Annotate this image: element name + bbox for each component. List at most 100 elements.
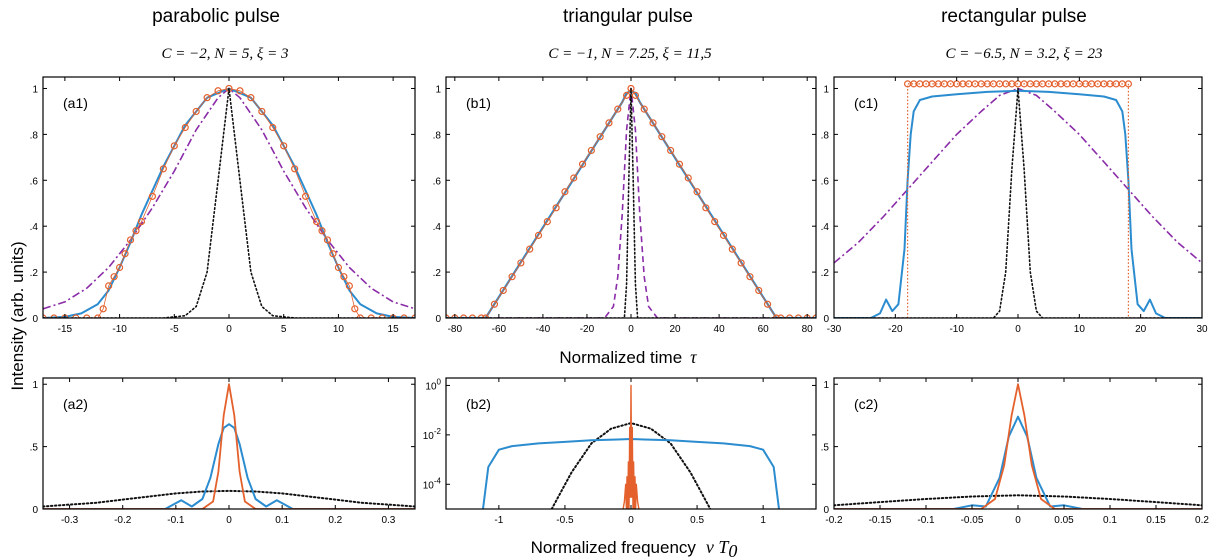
series-line-a1-2 xyxy=(43,88,415,318)
x-tick-label-b1-0: -80 xyxy=(448,324,463,335)
x-tick-label-c1-1: -20 xyxy=(888,324,903,335)
series-line-c2-0 xyxy=(834,494,1202,507)
data-point-b1-2-42 xyxy=(794,314,802,318)
data-point-b1-2-16 xyxy=(578,160,587,168)
data-point-a1-2-11 xyxy=(126,236,135,244)
y-tick-label-c1-1: .2 xyxy=(821,268,830,279)
series-line-b1-1 xyxy=(446,89,816,318)
data-point-b1-2-8 xyxy=(508,273,516,281)
series-line-a1-3 xyxy=(43,87,415,318)
data-point-b1-2-32 xyxy=(711,218,719,226)
y-tick-label-a1-2: .4 xyxy=(30,222,39,233)
x-tick-label-b2-1: -0.5 xyxy=(556,515,574,526)
panel-label-b1: (b1) xyxy=(466,95,491,111)
x-tick-label-c1-6: 30 xyxy=(1196,324,1208,335)
data-point-b1-2-38 xyxy=(763,300,772,308)
x-tick-label-b1-5: 20 xyxy=(669,324,681,335)
x-tick-label-a2-3: 0 xyxy=(226,515,232,526)
panel-label-b2: (b2) xyxy=(466,396,491,412)
plot-frame-c1 xyxy=(833,76,1203,319)
y-tick-label-c2-1: .5 xyxy=(821,443,830,454)
data-point-b1-2-6 xyxy=(490,300,499,308)
y-tick-label-b1-5: 1 xyxy=(435,84,441,95)
data-point-a1-2-5 xyxy=(94,314,102,318)
data-point-a1-2-24 xyxy=(258,107,266,116)
panel-label-c1: (c1) xyxy=(854,95,878,111)
data-point-a1-2-29 xyxy=(312,218,321,226)
data-point-b1-2-41 xyxy=(785,314,794,318)
series-line-c2-2 xyxy=(834,383,1202,509)
x-tick-label-c2-2: -0.1 xyxy=(917,515,935,526)
data-point-a1-2-7 xyxy=(105,282,113,290)
data-point-b1-2-36 xyxy=(746,273,754,281)
column-title-triangular: triangular pulse xyxy=(563,6,693,27)
y-tick-label-a1-3: .6 xyxy=(30,176,39,187)
data-point-b1-2-5 xyxy=(482,314,490,318)
data-point-b1-2-9 xyxy=(517,259,525,267)
data-point-c1-2-43 xyxy=(1124,80,1133,88)
x-tick-label-c2-3: -0.05 xyxy=(961,515,984,526)
data-point-b1-2-30 xyxy=(693,188,701,196)
series-group-c2 xyxy=(834,383,1202,509)
data-point-b1-2-12 xyxy=(543,218,551,226)
data-point-b1-2-26 xyxy=(658,133,666,141)
x-tick-label-a2-5: 0.2 xyxy=(328,515,342,526)
column-params-rectangular: C = −6.5, N = 3.2, ξ = 23 xyxy=(946,46,1103,62)
x-tick-label-a1-3: 0 xyxy=(226,324,232,335)
series-line-a2-0 xyxy=(43,489,415,508)
data-point-a1-2-19 xyxy=(203,94,211,102)
time-axis-label-text: Normalized time xyxy=(559,348,682,367)
series-line-b1-0 xyxy=(446,87,816,318)
y-tick-label-c1-4: .8 xyxy=(821,130,830,141)
x-tick-label-c1-4: 10 xyxy=(1074,324,1086,335)
y-tick-label-a1-4: .8 xyxy=(30,130,39,141)
data-point-a1-2-20 xyxy=(214,87,222,95)
x-tick-label-c2-4: 0 xyxy=(1015,515,1021,526)
data-point-a1-2-23 xyxy=(247,94,255,102)
series-group-b1 xyxy=(446,84,816,318)
x-tick-label-a1-5: 10 xyxy=(333,324,345,335)
x-tick-label-a1-4: 5 xyxy=(281,324,287,335)
y-tick-label-a1-1: .2 xyxy=(30,268,39,279)
plot-frame-a1 xyxy=(42,76,416,319)
panel-label-a2: (a2) xyxy=(63,396,88,412)
data-point-b1-2-20 xyxy=(614,105,622,113)
series-line-c1-2 xyxy=(834,83,1202,318)
column-title-rectangular: rectangular pulse xyxy=(941,6,1087,27)
plot-frame-c2 xyxy=(833,377,1203,510)
frequency-axis-symbol: ν T xyxy=(706,537,730,557)
data-point-b1-2-23 xyxy=(631,91,640,99)
y-tick-label-c1-3: .6 xyxy=(821,176,830,187)
x-tick-label-a2-4: 0.1 xyxy=(275,515,289,526)
frequency-axis-symbol-sub: 0 xyxy=(728,541,737,560)
data-point-a1-2-36 xyxy=(351,305,359,313)
y-tick-label-a1-0: 0 xyxy=(32,314,38,325)
x-tick-label-b1-3: -20 xyxy=(580,324,595,335)
x-tick-label-c1-3: 0 xyxy=(1015,324,1021,335)
data-point-a1-2-15 xyxy=(159,165,167,173)
data-point-b1-2-28 xyxy=(675,160,684,168)
column-params-triangular: C = −1, N = 7.25, ξ = 11,5 xyxy=(548,46,712,62)
data-point-b1-2-13 xyxy=(552,204,560,212)
data-point-b1-2-4 xyxy=(477,314,485,318)
series-line-a1-0 xyxy=(43,87,415,310)
panel-a2: -0.3 -0.2 -0.1 0 0.1 0.2 0.3 0 .5 1 (a2) xyxy=(30,377,416,526)
x-tick-label-b1-8: 80 xyxy=(802,324,814,335)
x-tick-label-b1-6: 40 xyxy=(714,324,726,335)
y-tick-label-c1-0: 0 xyxy=(823,314,829,325)
series-line-a2-2 xyxy=(43,383,415,509)
data-point-b1-2-18 xyxy=(596,133,604,141)
x-tick-label-b2-0: -1 xyxy=(494,515,503,526)
x-tick-label-a1-6: 15 xyxy=(388,324,400,335)
x-tick-label-c1-5: 20 xyxy=(1135,324,1147,335)
data-point-a1-2-13 xyxy=(137,218,146,226)
data-point-b1-2-40 xyxy=(777,314,785,318)
data-point-a1-2-25 xyxy=(269,123,277,132)
series-line-b1-2 xyxy=(446,87,816,318)
data-point-a1-2-39 xyxy=(378,314,386,318)
series-line-b1-3 xyxy=(446,87,816,318)
data-point-a1-2-4 xyxy=(83,314,91,318)
series-line-c1-1 xyxy=(834,89,1202,318)
y-tick-label-b1-2: .4 xyxy=(433,222,442,233)
